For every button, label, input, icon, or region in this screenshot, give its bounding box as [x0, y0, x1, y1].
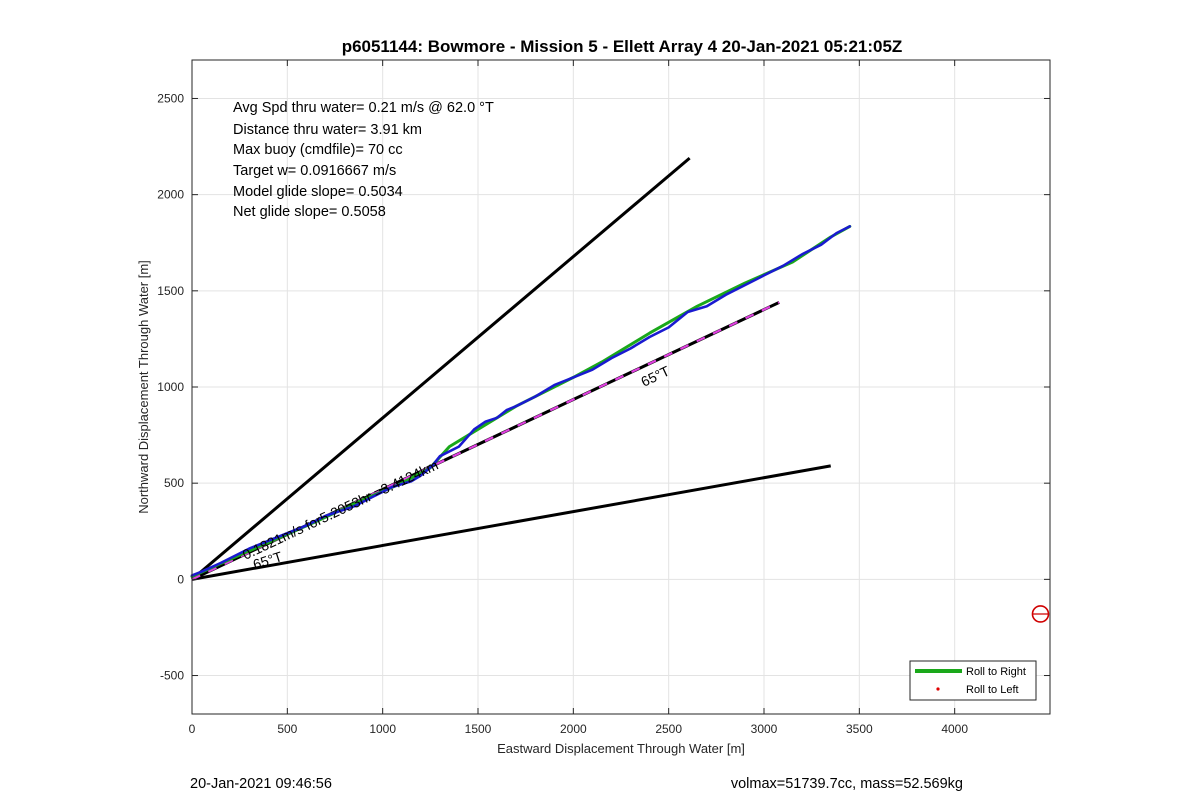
stats-annotations: Avg Spd thru water= 0.21 m/s @ 62.0 °T D… [233, 100, 494, 220]
reference-line-upper-bound [191, 156, 691, 581]
annotation-model-glide: Model glide slope= 0.5034 [233, 184, 403, 200]
series-lines [190, 224, 852, 578]
x-tick-label: 4000 [941, 722, 968, 736]
footer-timestamp: 20-Jan-2021 09:46:56 [190, 776, 332, 792]
y-axis-label: Northward Displacement Through Water [m] [136, 260, 151, 514]
x-tick-label: 1500 [465, 722, 492, 736]
axis-ticks: 0 500 1000 1500 2000 2500 3000 3500 4000 -500 0 500… [157, 60, 1050, 736]
y-tick-label: 2500 [157, 91, 184, 105]
legend: Roll to Right Roll to Left [909, 660, 1037, 701]
legend-roll-left-swatch [936, 687, 940, 691]
y-tick-label: 500 [164, 476, 184, 490]
x-axis-label: Eastward Displacement Through Water [m] [497, 741, 745, 756]
position-marker [1031, 605, 1050, 623]
y-tick-label: 1000 [157, 380, 184, 394]
annotation-target-w: Target w= 0.0916667 m/s [233, 163, 396, 179]
x-tick-label: 0 [189, 722, 196, 736]
grid-lines [191, 60, 1050, 714]
footer-vol-mass: volmax=51739.7cc, mass=52.569kg [731, 776, 963, 792]
annotation-net-glide: Net glide slope= 0.5058 [233, 204, 386, 220]
legend-roll-left-label: Roll to Left [966, 684, 1019, 696]
x-tick-label: 500 [277, 722, 297, 736]
annotation-max-buoy: Max buoy (cmdfile)= 70 cc [233, 142, 403, 158]
annotation-avg-speed: Avg Spd thru water= 0.21 m/s @ 62.0 °T [233, 100, 494, 116]
chart-title: p6051144: Bowmore - Mission 5 - Ellett A… [342, 37, 903, 56]
x-tick-label: 2500 [655, 722, 682, 736]
y-tick-label: 2000 [157, 188, 184, 202]
x-tick-label: 2000 [560, 722, 587, 736]
y-tick-label: 0 [177, 572, 184, 586]
legend-box [909, 660, 1037, 701]
series-track [190, 225, 852, 577]
annotation-distance: Distance thru water= 3.91 km [233, 122, 422, 138]
x-tick-label: 1000 [369, 722, 396, 736]
x-tick-label: 3500 [846, 722, 873, 736]
legend-roll-right-label: Roll to Right [966, 666, 1026, 678]
y-tick-label: -500 [160, 669, 184, 683]
y-tick-label: 1500 [157, 284, 184, 298]
reference-line-lower-bound [191, 464, 831, 581]
x-tick-label: 3000 [751, 722, 778, 736]
